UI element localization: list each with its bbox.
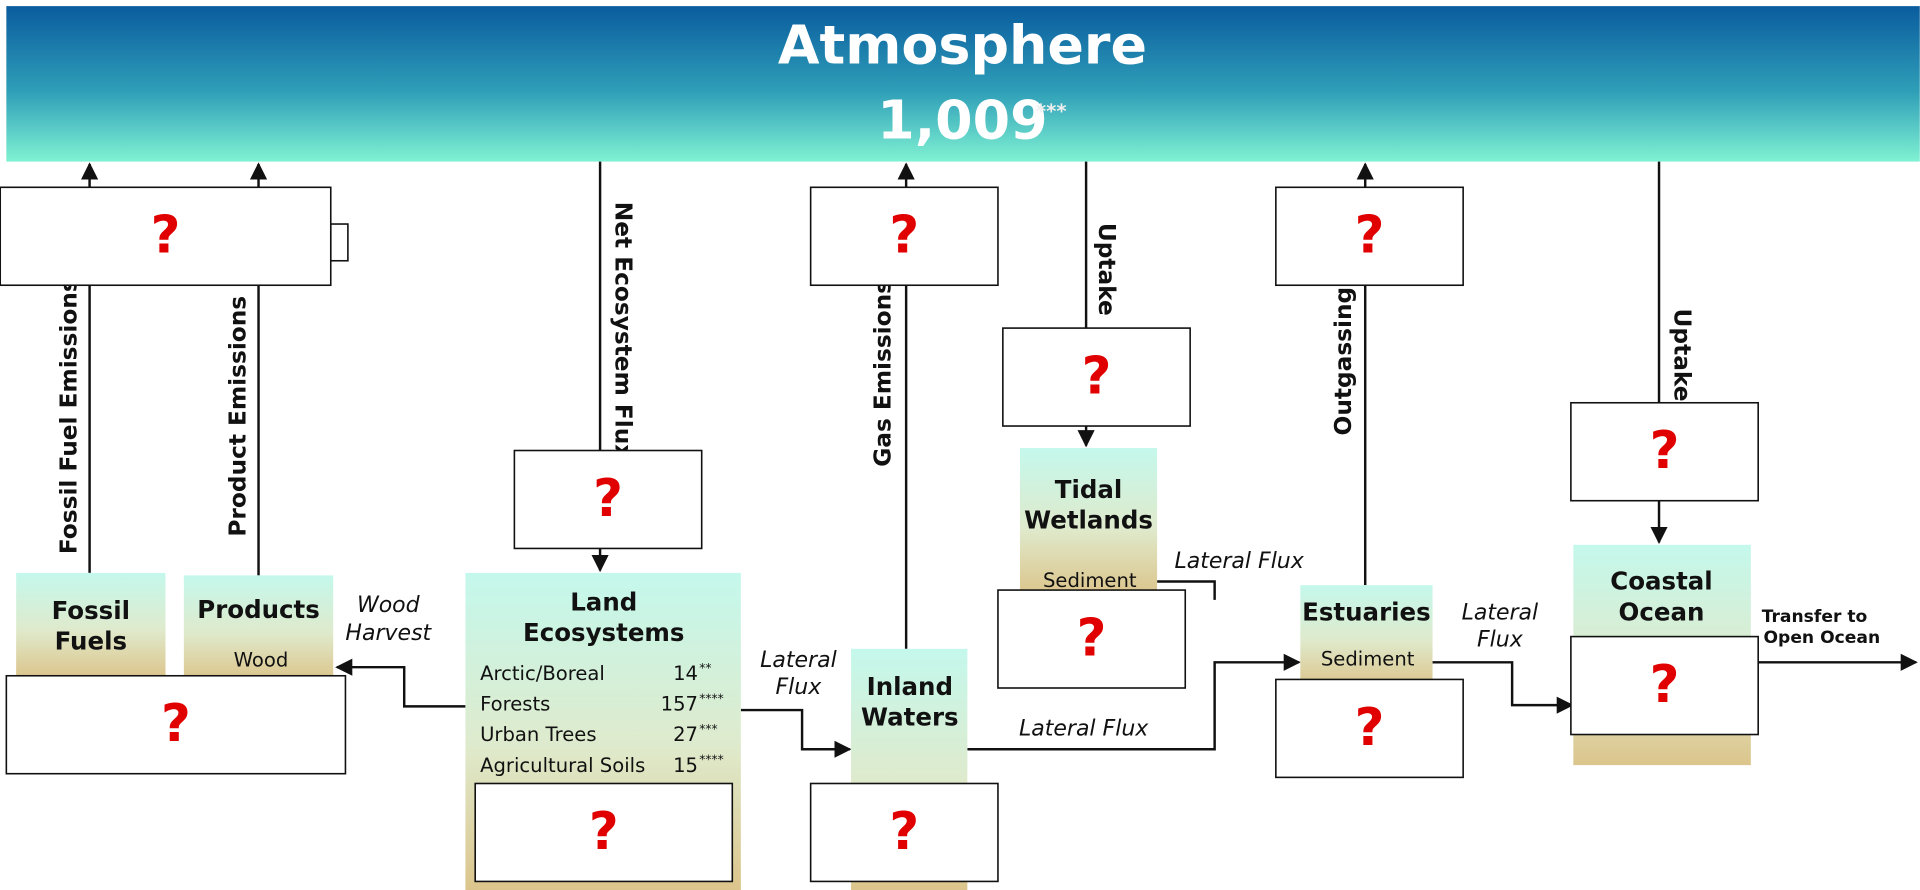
- unknown-box: [1275, 186, 1464, 287]
- flux-label: Uptake: [1093, 223, 1120, 316]
- row-note: ****: [699, 753, 723, 767]
- atmosphere-value: 1,009: [877, 88, 1047, 151]
- row-note: ***: [699, 722, 717, 736]
- row-label: Forests: [480, 693, 550, 716]
- connector: [740, 708, 852, 758]
- flux-label: Net Ecosystem Flux: [610, 202, 637, 460]
- row-value: 27: [673, 723, 698, 746]
- flux-label: Flux: [1477, 627, 1524, 652]
- land-rows: Arctic/Boreal 14 **Forests 157 ****Urban Tre…: [480, 661, 724, 777]
- row-value: 15: [673, 754, 698, 777]
- atmosphere-band: [6, 6, 1920, 162]
- flux-label: Flux: [776, 675, 823, 700]
- flux-label: Open Ocean: [1764, 628, 1881, 648]
- flux-label: Transfer to: [1762, 607, 1868, 627]
- node-title: Coastal: [1610, 567, 1712, 596]
- unknown-mark: ?: [1077, 608, 1107, 668]
- node-box: [1300, 585, 1433, 686]
- flux-label: Lateral: [1462, 600, 1539, 625]
- unknown-box: [474, 782, 734, 883]
- node-sub: Wood: [234, 649, 289, 672]
- unknown-box: [5, 674, 347, 775]
- unknown-box: [1275, 678, 1464, 779]
- unknown-box: [513, 449, 703, 550]
- unknown-box: [997, 589, 1187, 689]
- unknown-mark: ?: [589, 802, 619, 862]
- unknown-boxes: ????????????: [0, 186, 1759, 883]
- row-label: Urban Trees: [480, 723, 596, 746]
- atmosphere-note: ***: [1036, 100, 1067, 123]
- unknown-mark: ?: [1650, 421, 1680, 481]
- node-box: [183, 575, 334, 680]
- unknown-box: [809, 186, 999, 287]
- unknown-mark: ?: [889, 206, 919, 266]
- connector: [967, 653, 1301, 751]
- connector: [335, 658, 466, 708]
- unknown-mark: ?: [593, 469, 623, 529]
- flux-label: Outgassing: [1330, 287, 1357, 436]
- row-value: 157: [661, 693, 698, 716]
- node-sub: Sediment: [1043, 569, 1137, 592]
- unknown-box: [1002, 327, 1191, 427]
- row-value: 14: [673, 662, 698, 685]
- unknown-mark: ?: [151, 206, 181, 266]
- unknown-box: [1570, 401, 1759, 502]
- connector: [1157, 580, 1216, 600]
- node-title: Land: [570, 588, 637, 617]
- row-note: ****: [699, 692, 723, 706]
- node-title: Inland: [867, 672, 953, 701]
- node-title: Waters: [861, 703, 959, 732]
- node-box: [16, 572, 166, 677]
- row-label: Agricultural Soils: [480, 754, 645, 777]
- flux-label: Wood: [357, 593, 421, 618]
- node-title: Wetlands: [1024, 506, 1153, 535]
- atmosphere-title: Atmosphere: [778, 14, 1147, 77]
- node-title: Ocean: [1619, 597, 1705, 626]
- connector: [1432, 661, 1574, 714]
- row-note: **: [699, 661, 711, 675]
- node-sub: Sediment: [1321, 647, 1415, 670]
- unknown-mark: ?: [1355, 698, 1385, 758]
- node-title: Estuaries: [1302, 597, 1431, 626]
- flux-label: Harvest: [345, 621, 432, 646]
- unknown-mark: ?: [889, 802, 919, 862]
- node-title: Ecosystems: [523, 618, 684, 647]
- unknown-mark: ?: [1650, 655, 1680, 715]
- unknown-mark: ?: [161, 694, 191, 754]
- flux-label: Gas Emissions: [870, 280, 897, 467]
- flux-label: Lateral: [760, 648, 837, 673]
- flux-label: Product Emissions: [224, 296, 251, 537]
- node-title: Fuels: [55, 627, 127, 656]
- flux-label: Fossil Fuel Emissions: [56, 278, 83, 554]
- row-label: Arctic/Boreal: [480, 662, 605, 685]
- node-title: Fossil: [52, 596, 130, 625]
- node-box: [1019, 448, 1158, 594]
- unknown-box: [0, 186, 332, 287]
- unknown-box: [1570, 635, 1759, 736]
- node-title: Tidal: [1055, 475, 1123, 504]
- flux-label: Uptake: [1669, 309, 1696, 402]
- unknown-mark: ?: [1082, 347, 1112, 407]
- flux-label: Lateral Flux: [1174, 549, 1304, 574]
- small-box: [329, 223, 349, 262]
- unknown-box: [809, 782, 999, 883]
- flux-label: Lateral Flux: [1019, 717, 1149, 742]
- node-title: Products: [197, 595, 320, 624]
- unknown-mark: ?: [1355, 206, 1385, 266]
